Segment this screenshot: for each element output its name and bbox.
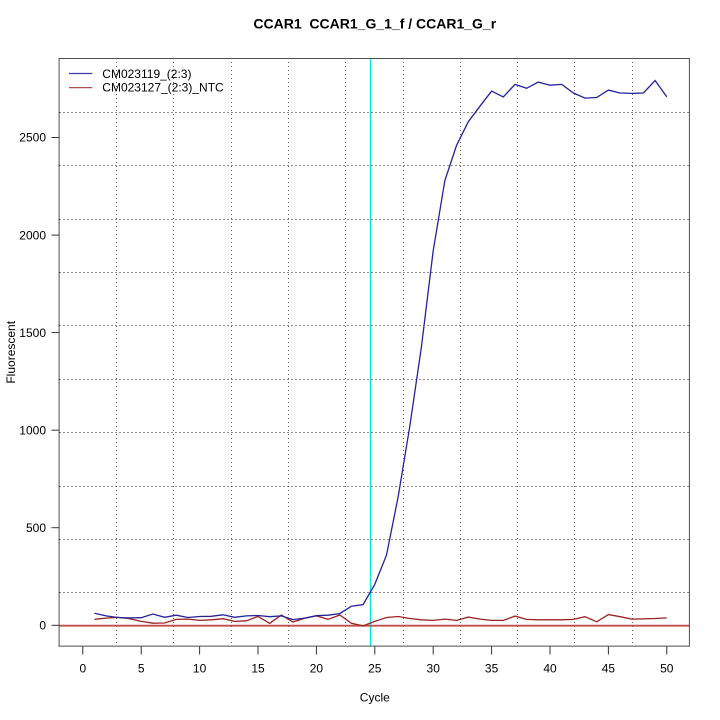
svg-text:30: 30: [427, 662, 441, 676]
svg-text:Cycle: Cycle: [360, 691, 390, 705]
svg-text:1500: 1500: [19, 326, 46, 340]
svg-text:5: 5: [138, 662, 145, 676]
svg-text:CM023119_(2:3): CM023119_(2:3): [102, 67, 191, 81]
svg-text:0: 0: [39, 619, 46, 633]
svg-text:Fluorescent: Fluorescent: [4, 320, 18, 383]
svg-text:50: 50: [660, 662, 674, 676]
svg-text:500: 500: [26, 521, 46, 535]
svg-text:40: 40: [543, 662, 557, 676]
svg-text:0: 0: [79, 662, 86, 676]
svg-text:45: 45: [602, 662, 616, 676]
svg-text:CCAR1 CCAR1_G_1_f / CCAR1_G_r: CCAR1 CCAR1_G_1_f / CCAR1_G_r: [253, 16, 496, 32]
svg-text:10: 10: [193, 662, 207, 676]
svg-text:35: 35: [485, 662, 499, 676]
svg-text:1000: 1000: [19, 423, 46, 437]
svg-text:2000: 2000: [19, 228, 46, 242]
svg-text:15: 15: [251, 662, 265, 676]
svg-text:25: 25: [368, 662, 382, 676]
svg-text:2500: 2500: [19, 131, 46, 145]
svg-text:20: 20: [310, 662, 324, 676]
svg-text:CM023127_(2:3)_NTC: CM023127_(2:3)_NTC: [102, 81, 224, 95]
